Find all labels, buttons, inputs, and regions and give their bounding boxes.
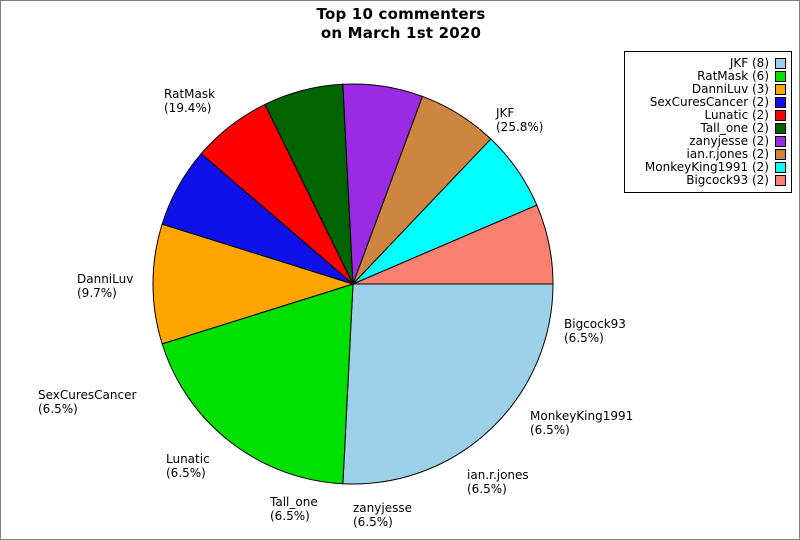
pie-label-name: SexCuresCancer: [38, 388, 137, 402]
legend-color-swatch: [775, 149, 786, 160]
pie-label-percent: (6.5%): [564, 331, 604, 345]
legend-color-swatch: [775, 136, 786, 147]
pie-label-percent: (6.5%): [353, 515, 393, 529]
legend-item-label: JKF (8): [729, 56, 769, 70]
pie-label-tall-one: Tall_one (6.5%): [270, 495, 318, 523]
legend-item-label: ian.r.jones (2): [686, 147, 769, 161]
legend-item-label: SexCuresCancer (2): [649, 95, 769, 109]
chart-title-line2: on March 1st 2020: [320, 24, 482, 42]
legend-item[interactable]: zanyjesse (2): [629, 135, 786, 148]
legend-item[interactable]: MonkeyKing1991 (2): [629, 161, 786, 174]
pie-label-name: DanniLuv: [77, 272, 134, 286]
pie-label-percent: (19.4%): [164, 101, 212, 115]
legend-color-swatch: [775, 175, 786, 186]
pie-slice-jkf[interactable]: [342, 283, 554, 485]
legend-item[interactable]: Lunatic (2): [629, 109, 786, 122]
legend-item[interactable]: SexCuresCancer (2): [629, 96, 786, 109]
legend-rows: JKF (8) RatMask (6) DanniLuv (3) SexCuresCa…: [629, 57, 786, 187]
pie-label-percent: (6.5%): [530, 423, 570, 437]
legend-item-label: zanyjesse (2): [689, 134, 769, 148]
legend-item[interactable]: JKF (8): [629, 57, 786, 70]
pie-label-jkf: JKF (25.8%): [496, 106, 543, 134]
chart-legend: JKF (8) RatMask (6) DanniLuv (3) SexCuresCa…: [624, 51, 792, 193]
legend-item[interactable]: ian.r.jones (2): [629, 148, 786, 161]
pie-label-name: zanyjesse: [353, 501, 412, 515]
legend-item-label: MonkeyKing1991 (2): [644, 160, 769, 174]
pie-label-bigcock93: Bigcock93 (6.5%): [564, 317, 626, 345]
legend-color-swatch: [775, 162, 786, 173]
pie-label-danniluv: DanniLuv (9.7%): [77, 272, 133, 300]
pie-label-percent: (25.8%): [496, 120, 544, 134]
pie-slice-group: [152, 83, 554, 485]
pie-label-percent: (6.5%): [467, 482, 507, 496]
pie-label-ian-r-jones: ian.r.jones (6.5%): [467, 468, 529, 496]
pie-label-ratmask: RatMask (19.4%): [164, 87, 215, 115]
pie-label-sexcurescancer: SexCuresCancer (6.5%): [38, 388, 136, 416]
pie-label-lunatic: Lunatic (6.5%): [166, 452, 210, 480]
legend-color-swatch: [775, 58, 786, 69]
pie-label-zanyjesse: zanyjesse (6.5%): [353, 501, 412, 529]
pie-label-name: Lunatic: [166, 452, 210, 466]
legend-item[interactable]: RatMask (6): [629, 70, 786, 83]
legend-item[interactable]: DanniLuv (3): [629, 83, 786, 96]
pie-label-percent: (6.5%): [270, 509, 310, 523]
pie-label-name: Tall_one: [270, 495, 318, 509]
pie-slice-danniluv[interactable]: [152, 223, 355, 345]
pie-label-percent: (6.5%): [38, 402, 78, 416]
legend-item-label: DanniLuv (3): [691, 82, 769, 96]
pie-label-percent: (9.7%): [77, 286, 117, 300]
chart-title: Top 10 commenters on March 1st 2020: [1, 5, 799, 43]
legend-color-swatch: [775, 84, 786, 95]
pie-slice-ratmask[interactable]: [161, 283, 354, 485]
legend-color-swatch: [775, 110, 786, 121]
pie-label-percent: (6.5%): [166, 466, 206, 480]
legend-item-label: RatMask (6): [697, 69, 769, 83]
pie-label-name: JKF: [496, 106, 515, 120]
pie-label-name: Bigcock93: [564, 317, 626, 331]
legend-item[interactable]: Tall_one (2): [629, 122, 786, 135]
legend-item-label: Lunatic (2): [704, 108, 770, 122]
legend-item-label: Bigcock93 (2): [686, 173, 769, 187]
chart-title-line1: Top 10 commenters: [316, 5, 486, 23]
pie-label-name: MonkeyKing1991: [530, 409, 634, 423]
pie-label-name: RatMask: [164, 87, 216, 101]
pie-slice-bigcock93[interactable]: [352, 204, 554, 285]
pie-label-monkeyking1991: MonkeyKing1991 (6.5%): [530, 409, 633, 437]
legend-color-swatch: [775, 123, 786, 134]
pie-label-name: ian.r.jones: [467, 468, 529, 482]
legend-item[interactable]: Bigcock93 (2): [629, 174, 786, 187]
legend-color-swatch: [775, 97, 786, 108]
legend-item-label: Tall_one (2): [700, 121, 769, 135]
legend-color-swatch: [775, 71, 786, 82]
